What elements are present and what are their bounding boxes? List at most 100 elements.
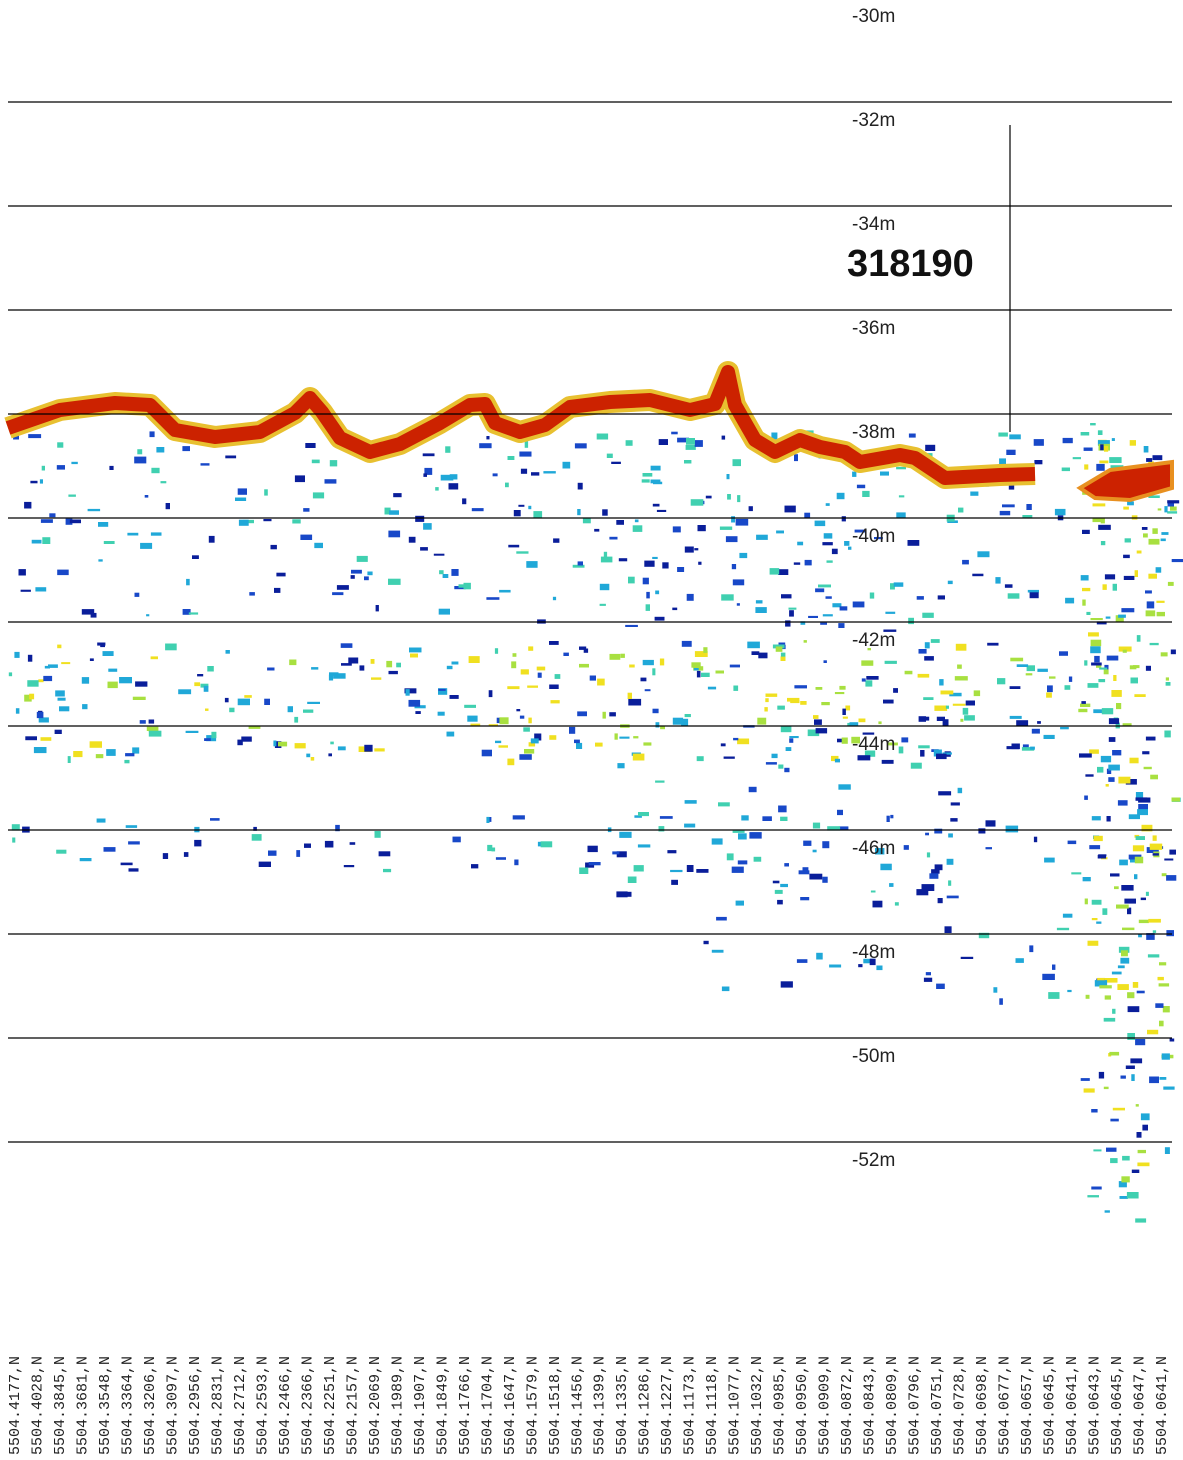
echo-speck (359, 665, 365, 671)
echo-speck (495, 740, 502, 744)
echo-speck (82, 704, 88, 710)
echo-speck (798, 870, 810, 875)
echo-speck (1158, 983, 1170, 987)
echo-speck (1011, 743, 1020, 750)
echo-speck (528, 646, 534, 651)
position-label: 5504.1579,N (524, 1356, 541, 1455)
echo-speck (1148, 538, 1160, 545)
echo-speck (771, 432, 778, 440)
echo-speck (918, 649, 927, 654)
echo-speck (1163, 1086, 1175, 1090)
echo-speck (467, 715, 478, 722)
echo-speck (523, 727, 530, 732)
echo-speck (1091, 899, 1102, 905)
depth-label: -32m (852, 110, 895, 131)
echo-speck (946, 895, 959, 899)
echo-speck (832, 603, 842, 608)
echo-speck (796, 959, 808, 963)
echo-speck (939, 679, 944, 686)
echo-speck (57, 569, 69, 576)
position-label: 5504.0751,N (929, 1356, 946, 1455)
echo-speck (829, 964, 842, 968)
echo-speck (33, 747, 47, 754)
echo-speck (1044, 857, 1055, 863)
echo-speck (132, 696, 146, 700)
echo-speck (103, 847, 116, 852)
echo-speck (816, 952, 823, 960)
echo-speck (1137, 809, 1148, 816)
echo-speck (494, 648, 499, 654)
echo-speck (356, 555, 368, 562)
echo-speck (670, 869, 683, 873)
echo-speck (1099, 985, 1112, 989)
echo-speck (628, 576, 635, 584)
echo-speck (294, 743, 306, 749)
echo-speck (1121, 1176, 1130, 1183)
echo-speck (827, 826, 841, 831)
echo-speck (1117, 965, 1125, 969)
seabed-echo-right (1076, 459, 1174, 503)
echo-speck (1136, 1132, 1142, 1138)
echo-speck (937, 898, 943, 904)
echo-speck (1033, 439, 1044, 446)
echo-speck (420, 547, 428, 551)
echo-speck (1103, 669, 1109, 675)
echo-speck (1121, 950, 1128, 957)
echo-speck (1130, 856, 1139, 863)
echo-speck (225, 455, 237, 459)
echo-speck (1103, 1086, 1109, 1090)
echo-speck (18, 569, 26, 576)
echo-speck (869, 592, 875, 599)
echo-speck (727, 494, 731, 500)
echo-speck (797, 541, 804, 546)
echo-speck (146, 614, 150, 617)
echo-speck (820, 622, 827, 625)
echo-speck (1170, 649, 1176, 655)
echo-speck (1164, 506, 1168, 513)
echo-speck (883, 629, 897, 632)
echo-speck (388, 578, 401, 585)
echo-speck (600, 556, 613, 563)
echo-speck (618, 558, 628, 562)
echo-speck (438, 688, 448, 695)
echo-speck (267, 667, 275, 671)
echo-speck (1009, 434, 1021, 440)
echo-speck (445, 446, 451, 453)
echo-speck (924, 656, 934, 661)
echo-speck (1129, 757, 1139, 764)
echo-speck (765, 762, 777, 765)
echo-speck (1145, 610, 1156, 617)
echo-speck (349, 842, 356, 845)
echo-speck (726, 474, 730, 480)
echo-speck (987, 642, 999, 646)
echo-speck (739, 552, 748, 559)
echo-speck (737, 738, 750, 745)
echo-speck (341, 663, 352, 666)
echo-speck (780, 981, 793, 988)
echo-speck (1071, 872, 1082, 875)
echo-speck (194, 682, 201, 687)
echo-speck (524, 441, 529, 448)
echo-speck (374, 831, 381, 838)
echo-speck (528, 505, 532, 510)
echo-speck (719, 526, 733, 530)
echo-speck (1134, 874, 1138, 880)
echo-speck (405, 689, 410, 696)
echo-speck (1121, 608, 1135, 613)
echo-speck (729, 664, 740, 668)
echo-speck (694, 440, 703, 447)
echo-speck (652, 556, 658, 559)
echo-speck (1169, 1038, 1175, 1042)
echo-speck (1096, 463, 1105, 471)
echo-speck (415, 515, 425, 522)
echo-speck (960, 956, 974, 959)
echo-speck (1146, 601, 1155, 609)
echo-speck (1096, 621, 1107, 625)
echo-speck (874, 537, 883, 540)
echo-speck (756, 534, 768, 540)
echo-speck (1127, 501, 1134, 506)
echo-speck (948, 833, 953, 838)
echo-speck (929, 873, 939, 879)
echo-speck (1111, 438, 1115, 441)
